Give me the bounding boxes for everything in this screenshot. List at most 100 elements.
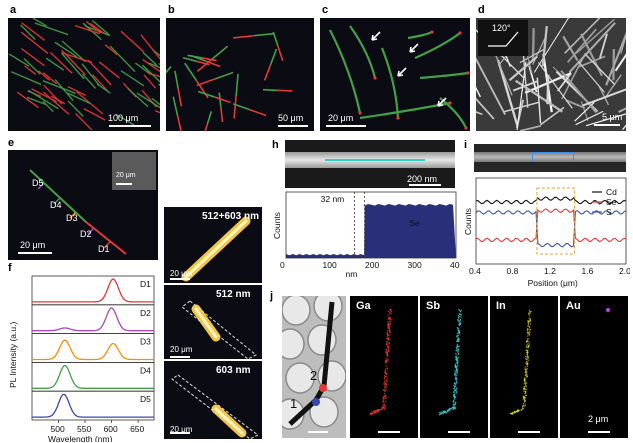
eds-signal-dot [528, 343, 530, 345]
sem-nanowire [539, 106, 565, 126]
eds-signal-dot [388, 326, 391, 328]
sem-nanowire [575, 18, 615, 54]
eds-signal-dot [458, 331, 461, 334]
eds-signal-dot [456, 372, 459, 374]
panel-e-scalebar [18, 252, 52, 254]
nanowire-green-segment [232, 103, 250, 111]
nanowire [42, 91, 70, 115]
legend-label-Se: Se [606, 197, 617, 207]
sem-nanowire [565, 99, 586, 109]
nanowire-green-segment [218, 92, 222, 108]
eds-signal-dot [390, 310, 393, 313]
eds-signal-dot [460, 309, 462, 312]
y-axis-label: Counts [463, 208, 473, 235]
eds-signal-dot [524, 357, 527, 360]
eds-signal-dot [528, 325, 531, 328]
nanowire-red-tip [358, 111, 362, 115]
nanowire [143, 74, 157, 89]
eds-signal-dot [526, 365, 529, 368]
panel-e-point-D5: D5 [32, 178, 44, 188]
eds-signal-dot [454, 385, 457, 388]
eds-signal-dot [526, 371, 528, 373]
eds-signal-dot [524, 368, 526, 370]
eds-signal-dot [457, 351, 459, 353]
eds-signal-dot [458, 308, 460, 311]
nanowire-green-segment [190, 54, 206, 62]
nanowire [152, 49, 160, 57]
eds-signal-dot [457, 362, 459, 365]
eds-signal-dot [458, 338, 460, 340]
spectrum-line-D2 [32, 307, 154, 332]
nanowire [91, 19, 110, 36]
eds-signal-dot [383, 387, 386, 389]
sem-nanowire [556, 72, 572, 92]
x-tick-label: 100 [323, 260, 337, 270]
sem-nanowire [546, 74, 550, 105]
eds-signal-dot [384, 370, 387, 373]
eds-signal-dot [528, 309, 531, 312]
eds-signal-dot [452, 408, 454, 411]
grid-hole [313, 296, 343, 322]
spectrum-line-D5 [32, 393, 154, 418]
sem-nanowire [522, 47, 529, 108]
panel-c-label: c [322, 4, 329, 16]
eds-signal-dot [385, 357, 387, 360]
eds-signal-dot [529, 323, 532, 325]
spectrum-label-D3: D3 [140, 337, 151, 347]
eds-signal-dot [452, 401, 455, 403]
eds-signal-dot [523, 382, 525, 385]
eds-signal-dot [458, 353, 460, 355]
wire-core [214, 407, 244, 435]
eds-signal-dot [455, 378, 458, 380]
nanowire-green [349, 25, 377, 79]
eds-signal-dot [455, 357, 458, 359]
eds-signal-dot [458, 330, 461, 332]
eds-signal-dot [454, 388, 456, 390]
eds-signal-dot [382, 407, 384, 409]
eds-signal-dot [522, 395, 525, 398]
eds-signal-dot [453, 387, 455, 390]
panel-e-point-D3: D3 [66, 213, 78, 223]
nanowire [148, 62, 160, 69]
eds-signal-dot [526, 340, 529, 343]
eds-signal-dot [455, 353, 457, 355]
nanowire [74, 24, 101, 35]
eds-signal-dot [387, 321, 389, 323]
nanowire-red-segment [233, 96, 237, 119]
eds-signal-dot [520, 409, 522, 412]
nanowire-red-tip [373, 76, 377, 80]
panel-e-inset-scalebar [116, 183, 132, 185]
panel-e-wire [29, 169, 127, 255]
profile-line-Cd [475, 196, 627, 205]
eds-signal-dot [386, 344, 388, 346]
nanowire-green-segment [184, 62, 198, 82]
eds-signal-dot [454, 365, 456, 367]
nanowire [28, 89, 59, 110]
eds-signal-dot [456, 327, 459, 329]
sem-nanowire [516, 61, 527, 131]
nanowire-green-segment [214, 71, 234, 80]
eds-signal-dot [389, 330, 391, 332]
eds-signal-dot [370, 412, 372, 415]
sem-nanowire [614, 53, 626, 72]
eds-signal-dot [526, 368, 529, 370]
eds-signal-dot [389, 320, 391, 323]
eds-signal-dot [525, 355, 527, 358]
point-marker-arrow [53, 197, 61, 205]
nanowire [42, 72, 58, 85]
eds-signal-dot [453, 404, 456, 406]
point-marker-arrow [37, 182, 45, 190]
nanowire [32, 18, 48, 27]
eds-signal-dot [387, 324, 390, 327]
eds-signal-dot [453, 384, 455, 386]
element-label: Se [409, 218, 420, 228]
eds-signal-dot [383, 389, 385, 392]
panel-g-scalebar-label-1: 20 μm [170, 269, 193, 278]
x-tick-label: 500 [51, 424, 65, 434]
nanowire-green [359, 101, 451, 120]
nanowire [115, 113, 135, 126]
eds-signal-dot [388, 337, 390, 339]
eds-signal-dot [381, 408, 383, 410]
eds-signal-dot [522, 402, 525, 405]
nanowire-red-segment [263, 64, 272, 81]
